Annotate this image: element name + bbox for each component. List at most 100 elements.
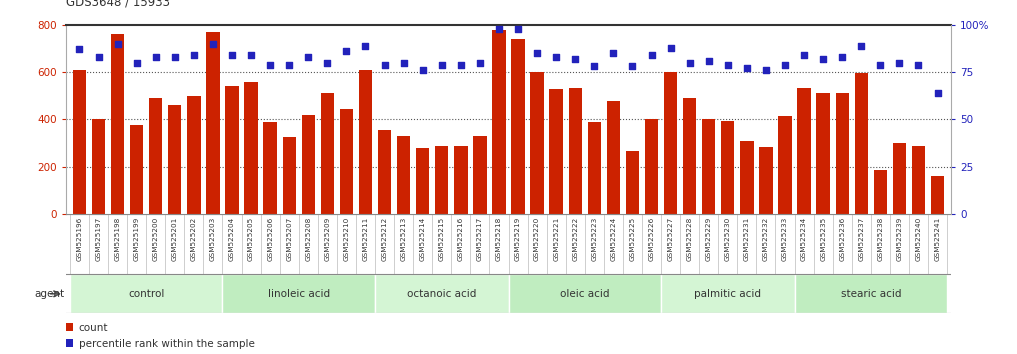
Bar bbox=[702, 119, 715, 214]
Bar bbox=[893, 143, 906, 214]
Text: GSM525200: GSM525200 bbox=[153, 217, 159, 261]
Text: GSM525198: GSM525198 bbox=[115, 217, 121, 261]
Text: agent: agent bbox=[34, 289, 64, 299]
Point bbox=[339, 48, 355, 54]
Bar bbox=[359, 70, 372, 214]
Text: GSM525233: GSM525233 bbox=[782, 217, 788, 261]
Bar bbox=[244, 81, 257, 214]
Text: GSM525238: GSM525238 bbox=[878, 217, 884, 261]
Point bbox=[815, 56, 831, 62]
Bar bbox=[397, 136, 410, 214]
Point bbox=[529, 50, 545, 56]
Point bbox=[472, 60, 488, 65]
Point bbox=[738, 65, 755, 71]
Point bbox=[224, 52, 240, 58]
Bar bbox=[817, 93, 830, 214]
Bar bbox=[531, 72, 544, 214]
Bar bbox=[912, 145, 925, 214]
Text: GSM525228: GSM525228 bbox=[686, 217, 693, 261]
Text: GSM525236: GSM525236 bbox=[839, 217, 845, 261]
Bar bbox=[661, 274, 794, 313]
Point bbox=[396, 60, 412, 65]
Text: GSM525240: GSM525240 bbox=[915, 217, 921, 261]
Bar bbox=[797, 87, 811, 214]
Point bbox=[319, 60, 336, 65]
Bar bbox=[70, 274, 223, 313]
Bar bbox=[320, 93, 334, 214]
Bar bbox=[416, 148, 429, 214]
Bar bbox=[874, 170, 887, 214]
Text: GSM525221: GSM525221 bbox=[553, 217, 559, 261]
Text: GSM525207: GSM525207 bbox=[286, 217, 292, 261]
Point bbox=[548, 54, 564, 60]
Text: GSM525232: GSM525232 bbox=[763, 217, 769, 261]
Text: control: control bbox=[128, 289, 165, 299]
Bar bbox=[149, 98, 163, 214]
Text: GSM525201: GSM525201 bbox=[172, 217, 178, 261]
Bar bbox=[168, 105, 181, 214]
Bar bbox=[73, 70, 86, 214]
Text: linoleic acid: linoleic acid bbox=[267, 289, 330, 299]
Point bbox=[243, 52, 259, 58]
Bar bbox=[66, 339, 72, 347]
Bar bbox=[340, 109, 353, 214]
Text: GSM525219: GSM525219 bbox=[515, 217, 521, 261]
Text: GSM525214: GSM525214 bbox=[420, 217, 426, 261]
Text: GSM525216: GSM525216 bbox=[458, 217, 464, 261]
Text: GSM525208: GSM525208 bbox=[305, 217, 311, 261]
Bar bbox=[854, 73, 868, 214]
Text: GSM525226: GSM525226 bbox=[649, 217, 655, 261]
Text: oleic acid: oleic acid bbox=[560, 289, 609, 299]
Text: GSM525204: GSM525204 bbox=[229, 217, 235, 261]
Point bbox=[128, 60, 144, 65]
Text: stearic acid: stearic acid bbox=[841, 289, 901, 299]
Text: GSM525203: GSM525203 bbox=[210, 217, 216, 261]
Text: GSM525230: GSM525230 bbox=[725, 217, 731, 261]
Bar bbox=[378, 130, 392, 214]
Text: GSM525218: GSM525218 bbox=[496, 217, 502, 261]
Point bbox=[720, 62, 736, 67]
Point bbox=[834, 54, 850, 60]
Bar bbox=[569, 87, 582, 214]
Point bbox=[644, 52, 660, 58]
Point bbox=[204, 41, 221, 46]
Text: GSM525215: GSM525215 bbox=[438, 217, 444, 261]
Text: GSM525202: GSM525202 bbox=[191, 217, 197, 261]
Bar bbox=[92, 119, 105, 214]
Bar bbox=[740, 141, 754, 214]
Bar bbox=[283, 137, 296, 214]
Text: GDS3648 / 15933: GDS3648 / 15933 bbox=[66, 0, 170, 9]
Text: GSM525209: GSM525209 bbox=[324, 217, 331, 261]
Point bbox=[147, 54, 164, 60]
Point bbox=[701, 58, 717, 64]
Bar bbox=[625, 152, 639, 214]
Text: palmitic acid: palmitic acid bbox=[695, 289, 762, 299]
Text: GSM525235: GSM525235 bbox=[820, 217, 826, 261]
Text: GSM525237: GSM525237 bbox=[858, 217, 864, 261]
Bar bbox=[683, 98, 697, 214]
Text: GSM525197: GSM525197 bbox=[96, 217, 102, 261]
Text: GSM525223: GSM525223 bbox=[591, 217, 597, 261]
Bar bbox=[931, 176, 944, 214]
Bar bbox=[794, 274, 947, 313]
Bar bbox=[664, 72, 677, 214]
Text: count: count bbox=[78, 323, 108, 333]
Bar bbox=[836, 93, 849, 214]
Text: percentile rank within the sample: percentile rank within the sample bbox=[78, 339, 254, 349]
Bar bbox=[492, 29, 505, 214]
Text: GSM525222: GSM525222 bbox=[573, 217, 579, 261]
Bar bbox=[223, 274, 375, 313]
Text: GSM525213: GSM525213 bbox=[401, 217, 407, 261]
Text: GSM525205: GSM525205 bbox=[248, 217, 254, 261]
Point bbox=[930, 90, 946, 96]
Bar bbox=[645, 119, 658, 214]
Text: GSM525241: GSM525241 bbox=[935, 217, 941, 261]
Point bbox=[110, 41, 126, 46]
Text: GSM525212: GSM525212 bbox=[381, 217, 387, 261]
Text: GSM525224: GSM525224 bbox=[610, 217, 616, 261]
Bar bbox=[206, 32, 220, 214]
Point bbox=[281, 62, 297, 67]
Point bbox=[262, 62, 279, 67]
Bar bbox=[778, 116, 791, 214]
Text: GSM525196: GSM525196 bbox=[76, 217, 82, 261]
